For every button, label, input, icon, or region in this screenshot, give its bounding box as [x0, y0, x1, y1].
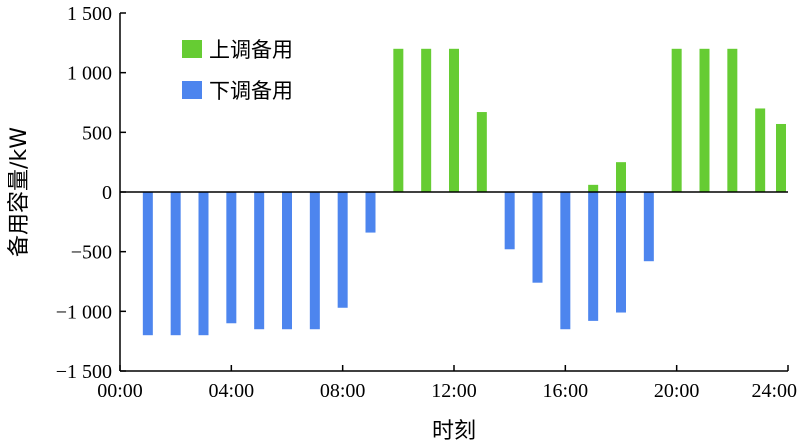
- up-reserve-bar-23: [755, 108, 766, 192]
- y-tick-label: −1 000: [56, 301, 112, 323]
- up-reserve-bar-18: [616, 162, 626, 192]
- y-tick-label: 0: [102, 182, 112, 204]
- up-reserve-bar-10: [393, 48, 404, 192]
- x-tick-label: 00:00: [97, 380, 143, 402]
- down-reserve-bar-7: [309, 192, 320, 330]
- x-axis-title: 时刻: [432, 419, 476, 444]
- down-reserve-bar-6: [282, 192, 292, 330]
- legend-swatch: [182, 81, 202, 99]
- down-reserve-bar-19: [643, 192, 654, 262]
- x-tick-label: 20:00: [654, 380, 700, 402]
- down-reserve-bar-3: [198, 192, 209, 336]
- y-tick-label: 1 000: [67, 63, 112, 85]
- up-reserve-bar-24: [776, 123, 786, 192]
- x-tick-label: 24:00: [751, 380, 797, 402]
- down-reserve-bar-9: [365, 192, 376, 233]
- x-tick-label: 12:00: [431, 380, 477, 402]
- up-reserve-bar-21: [699, 48, 710, 192]
- y-axis-title: 备用容量/kW: [7, 127, 32, 257]
- up-reserve-bar-20: [671, 48, 682, 192]
- down-reserve-bar-4: [226, 192, 237, 324]
- up-reserve-bar-12: [449, 48, 459, 192]
- down-reserve-bar-16: [560, 192, 571, 330]
- down-reserve-bar-8: [337, 192, 348, 308]
- up-reserve-bar-22: [727, 48, 738, 192]
- legend-label: 上调备用: [209, 38, 293, 62]
- down-reserve-bar-14: [504, 192, 515, 250]
- down-reserve-bar-15: [532, 192, 543, 283]
- y-tick-label: 1 500: [67, 3, 112, 25]
- axes-layer: −1 500 −1 000 −500 0 500 1 000 1 500 00:00 04:00…: [56, 3, 797, 402]
- down-reserve-bar-17: [588, 192, 599, 321]
- legend-label: 下调备用: [209, 79, 293, 103]
- up-reserve-bar-11: [421, 48, 432, 192]
- up-reserve-bar-17: [588, 184, 599, 192]
- down-reserve-bar-5: [254, 192, 265, 330]
- down-reserve-bar-18: [616, 192, 626, 313]
- up-reserve-bar-13: [476, 112, 487, 192]
- legend-swatch: [182, 40, 202, 58]
- x-tick-label: 04:00: [209, 380, 255, 402]
- y-tick-label: 500: [82, 122, 112, 144]
- down-reserve-bar-2: [170, 192, 181, 336]
- y-tick-label: −1 500: [56, 361, 112, 383]
- x-tick-label: 16:00: [543, 380, 589, 402]
- bars-layer: [142, 48, 786, 336]
- y-tick-label: −500: [71, 242, 112, 264]
- x-tick-label: 08:00: [320, 380, 366, 402]
- down-reserve-bar-1: [142, 192, 153, 336]
